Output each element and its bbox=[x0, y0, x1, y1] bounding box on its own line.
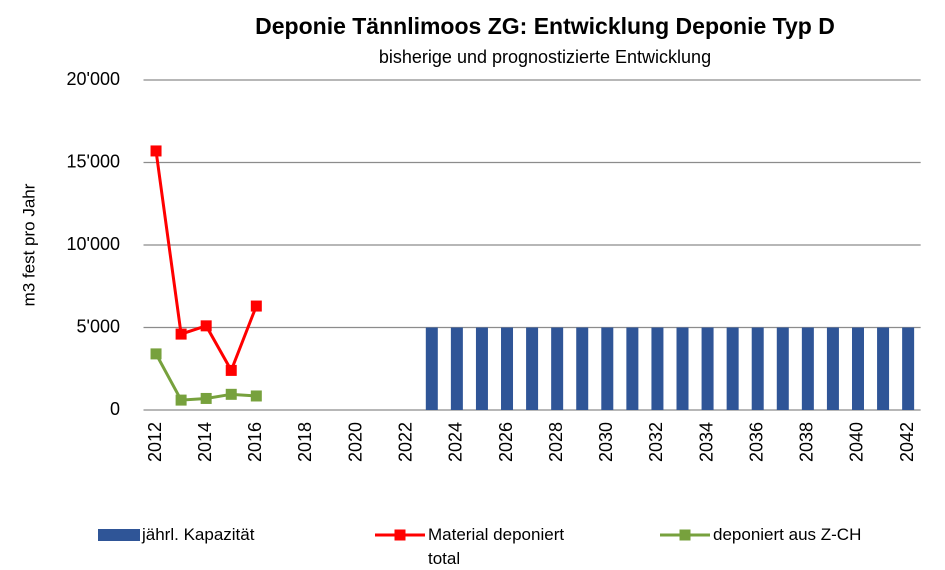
bar bbox=[450, 327, 463, 410]
x-tick-label: 2018 bbox=[295, 422, 315, 462]
bar bbox=[776, 327, 789, 410]
bar bbox=[701, 327, 714, 410]
bar bbox=[551, 327, 564, 410]
legend-label: jährl. Kapazität bbox=[142, 525, 255, 544]
x-tick-label: 2030 bbox=[596, 422, 616, 462]
legend-label: deponiert aus Z-CH bbox=[713, 525, 862, 544]
y-tick-label: 10'000 bbox=[67, 234, 121, 254]
bar bbox=[801, 327, 814, 410]
bar bbox=[576, 327, 589, 410]
bar bbox=[726, 327, 739, 410]
bar bbox=[651, 327, 664, 410]
x-tick-label: 2032 bbox=[646, 422, 666, 462]
x-tick-label: 2012 bbox=[145, 422, 165, 462]
y-tick-label: 20'000 bbox=[67, 69, 121, 89]
y-tick-label: 0 bbox=[110, 399, 120, 419]
legend-marker bbox=[679, 529, 691, 541]
marker bbox=[200, 320, 212, 332]
x-tick-label: 2040 bbox=[847, 422, 867, 462]
bar bbox=[601, 327, 614, 410]
x-tick-label: 2028 bbox=[546, 422, 566, 462]
bar bbox=[851, 327, 864, 410]
legend-swatch bbox=[98, 529, 140, 541]
bar bbox=[676, 327, 689, 410]
x-tick-label: 2014 bbox=[195, 422, 215, 462]
bar bbox=[826, 327, 839, 410]
chart-subtitle: bisherige und prognostizierte Entwicklun… bbox=[379, 47, 711, 67]
line bbox=[154, 150, 258, 374]
x-tick-label: 2024 bbox=[446, 422, 466, 462]
y-axis-label: m3 fest pro Jahr bbox=[19, 183, 38, 306]
bar bbox=[751, 327, 764, 410]
bar bbox=[626, 327, 639, 410]
marker bbox=[250, 300, 262, 312]
marker bbox=[150, 145, 162, 157]
bar bbox=[877, 327, 890, 410]
bar bbox=[501, 327, 514, 410]
marker bbox=[175, 394, 187, 406]
chart-title: Deponie Tännlimoos ZG: Entwicklung Depon… bbox=[255, 13, 835, 39]
bar bbox=[526, 327, 539, 410]
marker bbox=[225, 388, 237, 400]
bar bbox=[902, 327, 915, 410]
legend-marker bbox=[394, 529, 406, 541]
x-tick-label: 2022 bbox=[395, 422, 415, 462]
marker bbox=[150, 348, 162, 360]
x-tick-label: 2026 bbox=[496, 422, 516, 462]
x-tick-label: 2016 bbox=[245, 422, 265, 462]
y-tick-label: 5'000 bbox=[77, 316, 120, 336]
legend-label: Material deponiert total bbox=[428, 525, 565, 568]
x-tick-label: 2038 bbox=[797, 422, 817, 462]
x-tick-label: 2036 bbox=[746, 422, 766, 462]
marker bbox=[250, 390, 262, 402]
x-tick-label: 2042 bbox=[897, 422, 917, 462]
bar bbox=[425, 327, 438, 410]
bar bbox=[475, 327, 488, 410]
y-tick-label: 15'000 bbox=[67, 151, 121, 171]
marker bbox=[175, 328, 187, 340]
marker bbox=[200, 392, 212, 404]
x-tick-label: 2020 bbox=[345, 422, 365, 462]
x-tick-label: 2034 bbox=[696, 422, 716, 462]
marker bbox=[225, 364, 237, 376]
